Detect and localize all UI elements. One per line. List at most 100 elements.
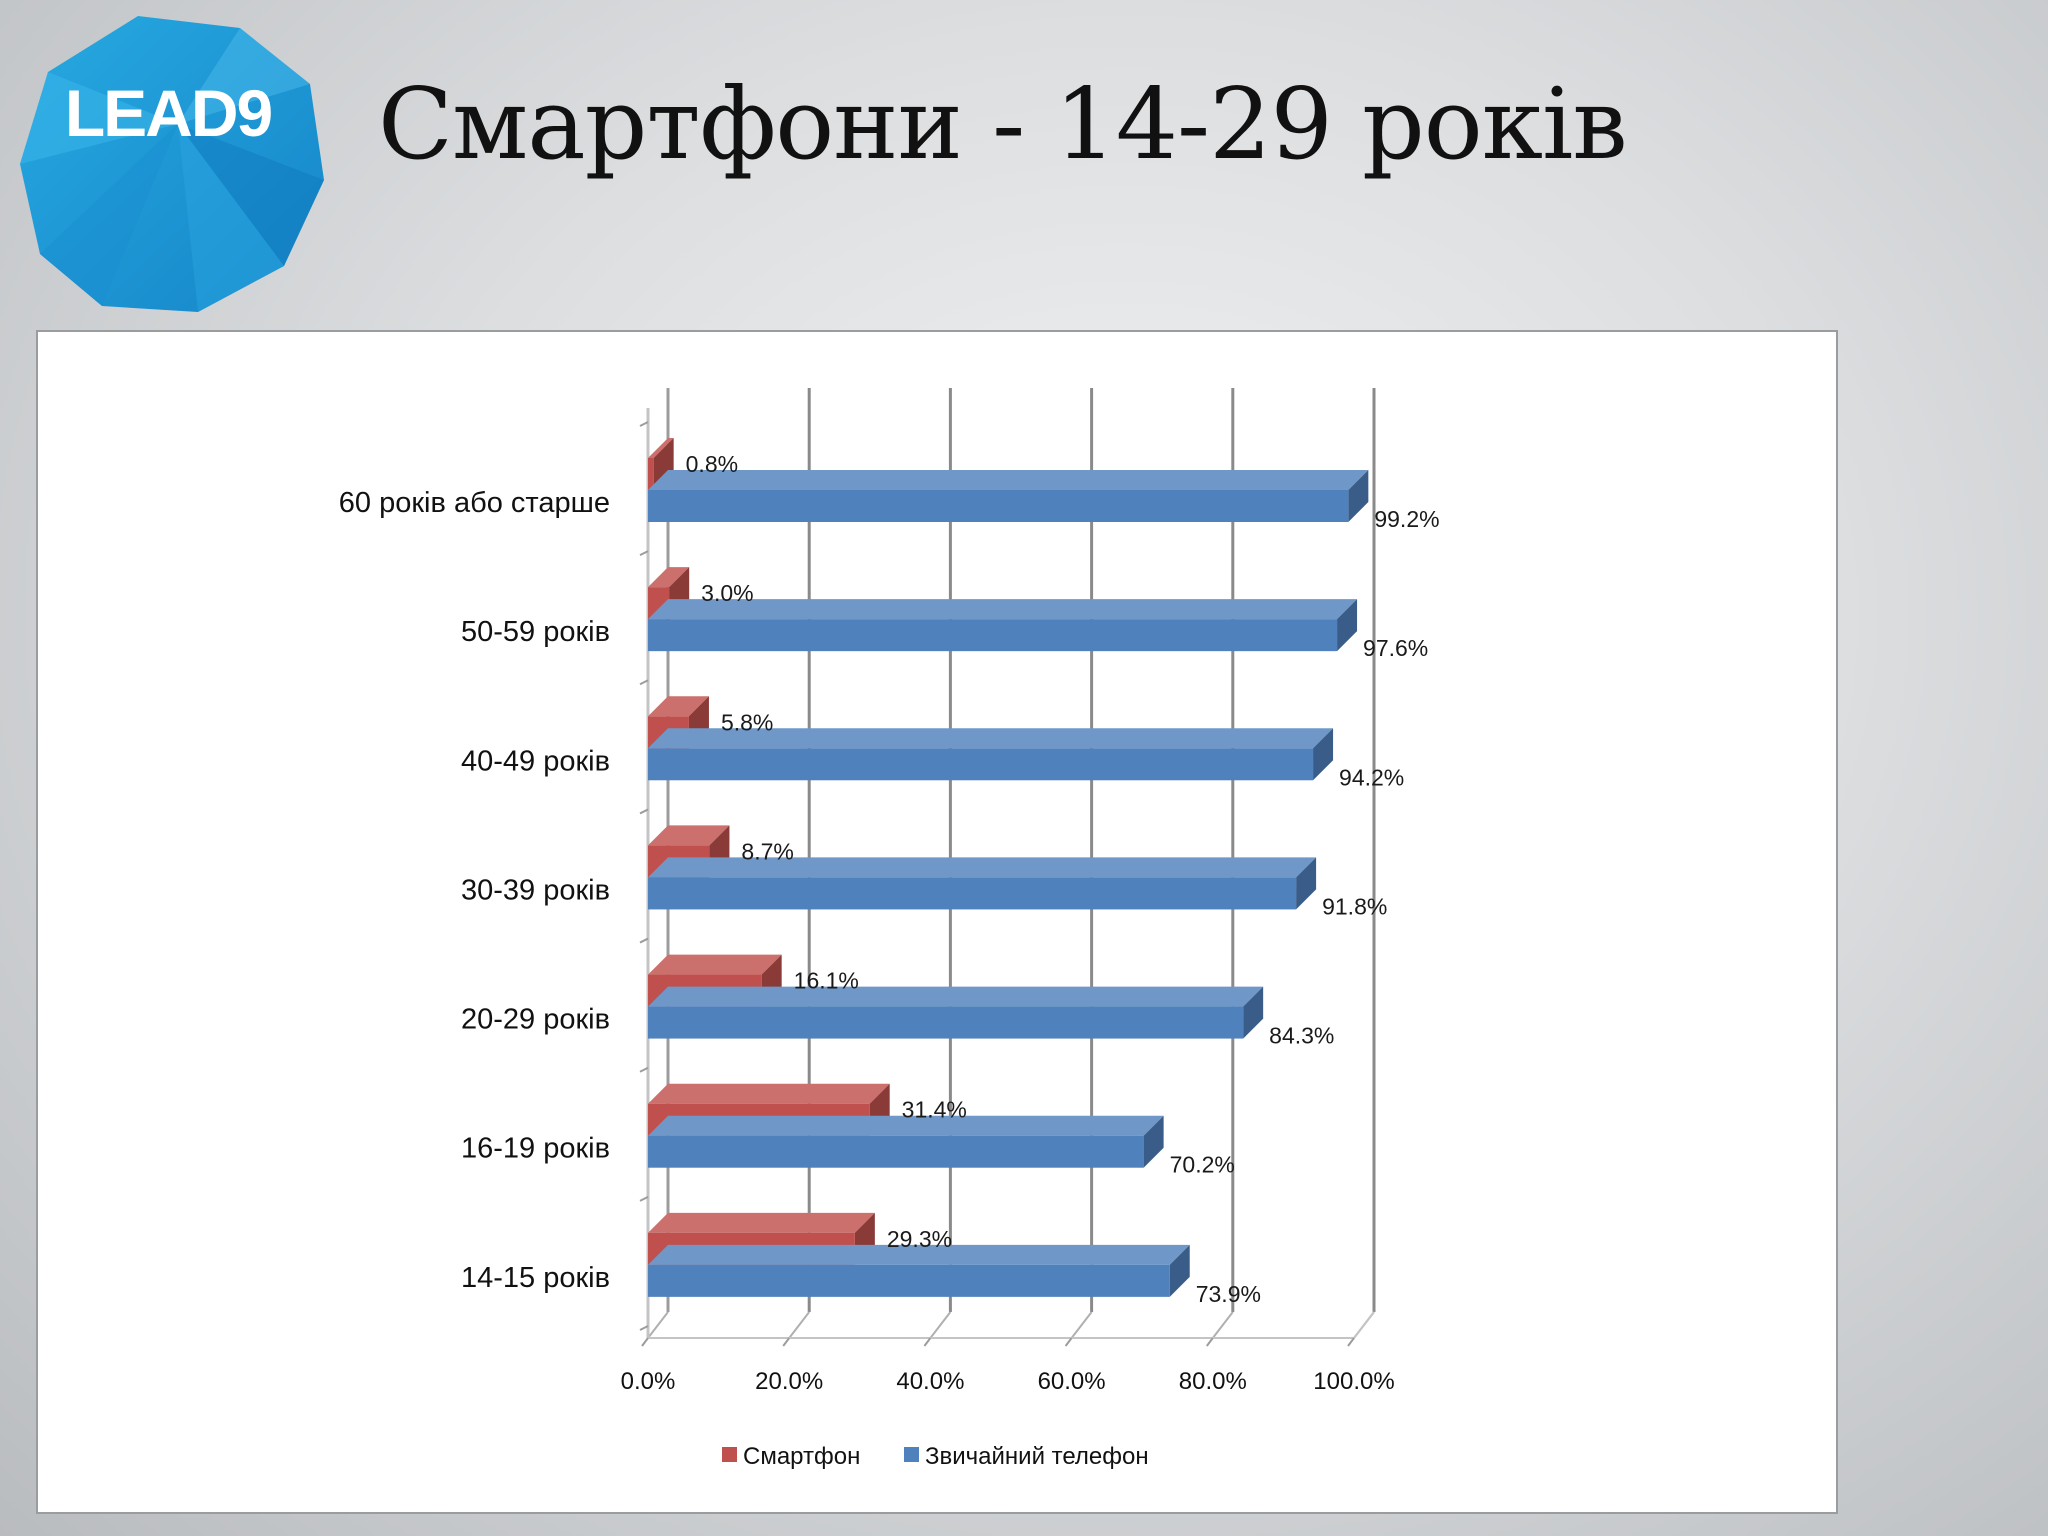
bar-smartphone-top	[648, 567, 690, 588]
floor-gridline	[1070, 1311, 1093, 1339]
data-label-smartphone: 31.4%	[902, 1097, 967, 1123]
bar-regular-phone-front	[648, 1264, 1170, 1297]
bar-smartphone-front	[648, 458, 654, 490]
bar-regular-phone	[648, 728, 1334, 781]
bar-regular-phone-top	[648, 599, 1358, 620]
bar-regular-phone	[648, 857, 1317, 910]
data-label-smartphone: 3.0%	[701, 580, 753, 606]
page-title: Смартфони - 14-29 років	[378, 68, 1628, 182]
category-label: 60 років або старше	[339, 487, 610, 519]
bars	[648, 438, 1369, 1297]
floor-gridline	[929, 1311, 952, 1339]
category-label: 14-15 років	[461, 1262, 610, 1294]
bar-regular-phone-side	[1337, 599, 1358, 652]
bar-smartphone-top	[648, 438, 674, 458]
bar-smartphone-top	[648, 954, 782, 975]
bar-regular-phone	[648, 599, 1358, 652]
data-label-smartphone: 16.1%	[794, 968, 859, 994]
floor-gridline	[1212, 1311, 1234, 1339]
y-tick-mark	[639, 937, 649, 944]
bar-regular-phone-top	[648, 1244, 1190, 1265]
x-tick-label: 80.0%	[1179, 1368, 1247, 1395]
bar-regular-phone	[648, 470, 1369, 522]
data-label-smartphone: 29.3%	[887, 1226, 952, 1252]
bar-regular-phone-top	[648, 857, 1317, 878]
x-tick-label: 20.0%	[755, 1368, 823, 1395]
data-label-smartphone: 5.8%	[721, 709, 773, 735]
data-label-regular-phone: 99.2%	[1374, 506, 1439, 532]
data-label-regular-phone: 84.3%	[1269, 1023, 1334, 1049]
x-tick-label: 100.0%	[1313, 1368, 1394, 1395]
x-tick-mark	[782, 1337, 791, 1347]
legend-swatch-regular-phone	[904, 1447, 919, 1462]
data-label-smartphone: 0.8%	[686, 451, 738, 477]
category-label: 20-29 років	[461, 1004, 610, 1036]
y-tick-mark	[639, 679, 649, 686]
bar-smartphone-top	[648, 696, 709, 717]
logo-text: LEAD9	[65, 76, 272, 150]
bar-regular-phone-top	[648, 728, 1334, 749]
category-label: 16-19 років	[461, 1133, 610, 1165]
bar-regular-phone	[648, 1115, 1164, 1168]
bar-regular-phone-front	[648, 1006, 1244, 1039]
category-labels: 60 років або старше 50-59 років 40-49 рокі…	[339, 487, 610, 1294]
bar-regular-phone-front	[648, 748, 1314, 781]
y-tick-mark	[639, 1066, 649, 1073]
x-tick-label: 60.0%	[1038, 1368, 1106, 1395]
y-tick-mark	[639, 1195, 649, 1202]
bar-regular-phone-front	[648, 877, 1297, 910]
x-tick-mark	[1206, 1337, 1214, 1347]
bar-smartphone	[648, 438, 674, 490]
bar-regular-phone	[648, 986, 1264, 1039]
bar-regular-phone-top	[648, 986, 1264, 1007]
bar-smartphone-side	[653, 438, 674, 490]
bar-smartphone-top	[648, 1212, 875, 1233]
bar-regular-phone-front	[648, 619, 1338, 652]
x-tick-mark	[923, 1337, 932, 1347]
floor-gridline	[788, 1311, 810, 1339]
data-label-regular-phone: 73.9%	[1196, 1281, 1261, 1307]
category-label: 50-59 років	[461, 616, 610, 648]
data-label-regular-phone: 70.2%	[1170, 1152, 1235, 1178]
legend-label-smartphone: Смартфон	[743, 1443, 860, 1470]
bar-regular-phone-side	[1296, 857, 1317, 910]
x-tick-mark	[641, 1337, 649, 1347]
bar-regular-phone-front	[648, 490, 1349, 522]
bar-regular-phone	[648, 1244, 1190, 1297]
floor-edge	[1353, 1311, 1375, 1339]
x-tick-label: 0.0%	[621, 1368, 676, 1395]
y-tick-mark	[639, 550, 649, 557]
data-label-regular-phone: 94.2%	[1339, 764, 1404, 790]
category-label: 30-39 років	[461, 874, 610, 906]
y-tick-mark	[639, 421, 649, 427]
lead9-logo-graphic: LEAD9	[20, 16, 324, 312]
chart-panel	[36, 330, 1838, 1514]
bar-regular-phone-side	[1169, 1244, 1190, 1297]
bar-regular-phone-side	[1143, 1115, 1164, 1168]
data-label-smartphone: 8.7%	[741, 838, 793, 864]
x-tick-labels: 0.0% 20.0% 40.0% 60.0% 80.0% 100.0%	[621, 1368, 1395, 1395]
bar-regular-phone-top	[648, 1115, 1164, 1136]
lead9-logo: LEAD9	[18, 14, 328, 316]
bar-regular-phone-top	[648, 470, 1369, 490]
x-tick-label: 40.0%	[896, 1368, 964, 1395]
y-tick-mark	[639, 808, 649, 815]
bar-regular-phone-front	[648, 1135, 1144, 1168]
data-labels: 0.8% 99.2% 3.0% 97.6% 5.8% 94.2% 8.7% 91.8% 16.1…	[686, 451, 1440, 1307]
x-tick-mark	[1064, 1337, 1073, 1347]
category-label: 40-49 років	[461, 745, 610, 777]
legend-swatch-smartphone	[722, 1447, 737, 1462]
y-tick-mark	[639, 1325, 649, 1331]
floor-gridline	[647, 1311, 669, 1339]
bar-smartphone-top	[648, 825, 730, 846]
legend-label-regular-phone: Звичайний телефон	[925, 1443, 1149, 1470]
data-label-regular-phone: 91.8%	[1322, 893, 1387, 919]
bar-regular-phone-side	[1348, 470, 1369, 522]
bar-regular-phone-side	[1243, 986, 1264, 1039]
data-label-regular-phone: 97.6%	[1363, 635, 1428, 661]
legend: Смартфон Звичайний телефон	[722, 1443, 1149, 1470]
x-tick-mark	[1347, 1337, 1355, 1347]
bar-smartphone-top	[648, 1083, 890, 1104]
bar-regular-phone-side	[1313, 728, 1334, 781]
